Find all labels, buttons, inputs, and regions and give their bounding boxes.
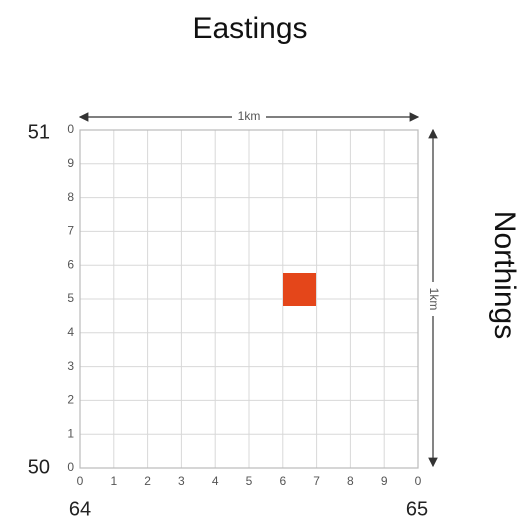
x-label: 8 [347, 474, 354, 488]
title: Eastings [192, 12, 307, 45]
grid-border [79, 129, 419, 469]
y-label: 6 [67, 257, 74, 271]
label-bg [232, 110, 266, 124]
y-label: 3 [67, 359, 74, 373]
corner-label: 64 [69, 498, 91, 520]
corner-label: 51 [28, 121, 50, 143]
y-label: 9 [67, 156, 74, 170]
label-bg [426, 282, 440, 316]
highlight-square [283, 273, 316, 306]
right-scale-label: 1km [427, 288, 441, 311]
x-label: 7 [313, 474, 320, 488]
y-label: 7 [67, 224, 74, 238]
x-label: 2 [144, 474, 151, 488]
x-label: 5 [246, 474, 253, 488]
y-label: 5 [67, 291, 74, 305]
y-label: 4 [67, 325, 74, 339]
y-label: 2 [67, 393, 74, 407]
grid [79, 129, 419, 469]
top-scale-label: 1km [238, 109, 261, 123]
x-label: 3 [178, 474, 185, 488]
y-label: 8 [67, 190, 74, 204]
corner-label: 65 [406, 498, 428, 520]
y-label: 0 [67, 460, 74, 474]
y-label: 0 [67, 122, 74, 136]
x-label: 6 [279, 474, 286, 488]
x-label: 9 [381, 474, 388, 488]
x-label: 4 [212, 474, 219, 488]
x-label: 0 [415, 474, 422, 488]
y-label: 1 [67, 426, 74, 440]
side-label: Northings [488, 211, 521, 339]
x-label: 0 [77, 474, 84, 488]
corner-label: 50 [28, 456, 50, 478]
x-label: 1 [110, 474, 117, 488]
